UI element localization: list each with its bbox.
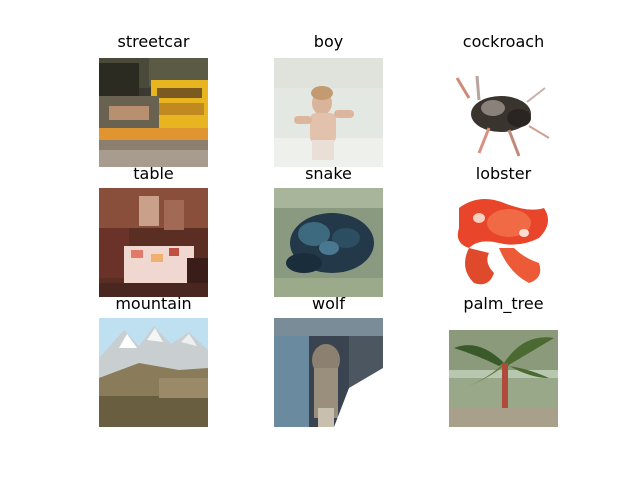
- mountain-image: [99, 318, 208, 427]
- cockroach-image: [449, 58, 558, 167]
- panel-title: boy: [313, 32, 344, 51]
- panel-title: snake: [305, 164, 352, 183]
- panel-title: lobster: [475, 164, 532, 183]
- panel-title: palm_tree: [463, 294, 544, 313]
- wolf-image: [274, 318, 383, 427]
- panel-title: table: [133, 164, 174, 183]
- streetcar-image: [99, 58, 208, 167]
- table-image: [99, 188, 208, 297]
- panel-title: cockroach: [462, 32, 545, 51]
- panel-title: wolf: [312, 294, 345, 313]
- panel-title: streetcar: [117, 32, 190, 51]
- palm-tree-image: [449, 318, 558, 427]
- lobster-image: [449, 188, 558, 297]
- panel-title: mountain: [115, 294, 192, 313]
- boy-image: [274, 58, 383, 167]
- snake-image: [274, 188, 383, 297]
